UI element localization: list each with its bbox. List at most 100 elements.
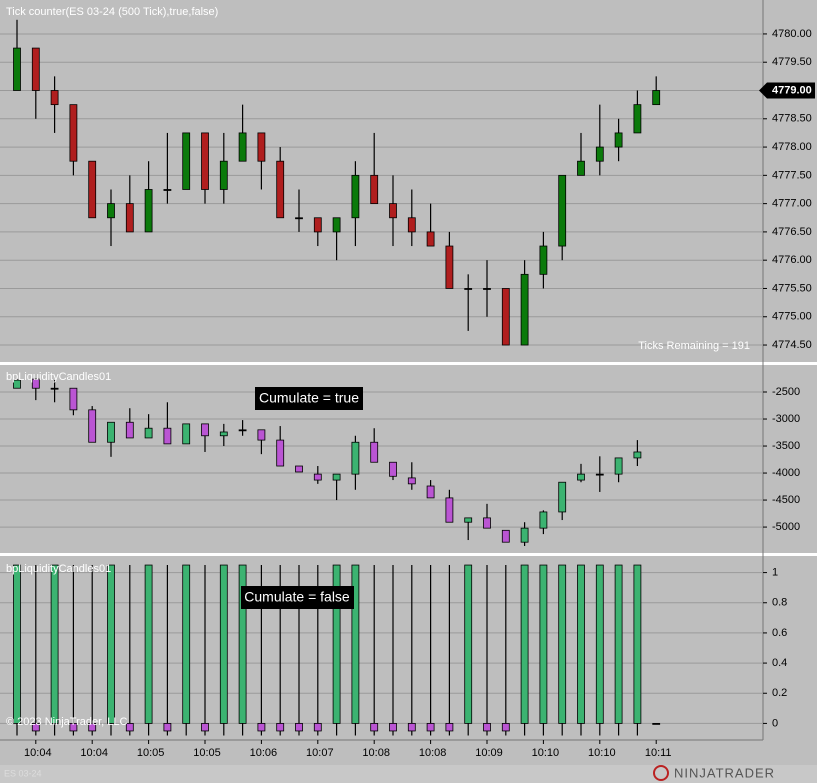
candle-body [13,564,21,724]
candle-body [370,174,379,205]
candle-body [69,723,78,732]
y-tick-label: 4775.50 [772,282,812,294]
candle-body [407,723,416,732]
x-tick-label: 10:10 [532,747,560,759]
candle-body [464,564,473,724]
candle-body [257,429,266,441]
candle-body [107,564,115,724]
ticks-remaining: Ticks Remaining = 191 [638,340,750,352]
candle-body [125,421,134,439]
candle-body [50,90,59,106]
candle-body [652,90,661,106]
y-tick-label: 4775.00 [772,311,812,323]
candle-body [50,564,59,724]
y-tick-label: 4780.00 [772,28,812,40]
candle-body [558,481,567,513]
y-tick-label: -5000 [772,521,800,533]
candle-body [107,421,115,443]
candle-body [125,203,134,233]
x-tick-label: 10:05 [137,747,165,759]
candle-body [633,564,642,724]
candle-body [257,132,266,162]
candle-body [483,288,491,290]
panel-title: Tick counter(ES 03-24 (500 Tick),true,fa… [6,6,218,18]
candle-body [652,723,661,725]
candle-body [257,723,266,732]
panel-divider [0,553,817,556]
candle-body [370,441,379,463]
y-tick-label: 4777.00 [772,198,812,210]
y-tick-label: 0.8 [772,597,787,609]
candle-body [332,217,341,233]
candle-body [426,723,435,732]
candle-body [238,429,247,432]
x-tick-label: 10:05 [193,747,221,759]
candle-body [351,441,360,475]
footer [0,765,817,783]
candle-body [276,160,285,219]
price-marker-label: 4779.00 [772,84,812,96]
candle-body [295,465,303,473]
candle-body [163,723,172,732]
panel-divider [0,362,817,365]
candle-body [332,473,341,481]
candle-body [483,723,491,732]
candle-body [219,564,228,724]
candle-body [219,160,228,190]
x-tick-label: 10:10 [588,747,616,759]
candle-body [520,564,529,724]
candle-body [313,723,322,732]
candle-body [389,723,397,732]
candle-body [31,723,40,732]
candle-body [69,387,78,411]
candle-body [31,378,40,389]
candle-body [107,203,115,219]
plot-layer: 4780.00 4779.50 4779.00 4778.50 4778.00 4777.… [0,19,815,759]
candle-body [295,723,303,732]
y-tick-label: 4777.50 [772,169,812,181]
candle-body [558,174,567,247]
candle-body [201,723,209,732]
candle-body [595,146,604,162]
candle-body [595,564,604,724]
candle-body [445,497,454,523]
annotation-box [255,387,363,410]
panel-title: bpLiquidityCandles01 [6,371,111,383]
x-tick-label: 10:09 [475,747,503,759]
panel-title: bpLiquidityCandles01 [6,563,111,575]
price-marker [759,82,815,99]
candle-body [520,273,529,346]
y-tick-label: 0.4 [772,657,787,669]
annotation: Cumulate = false [244,589,350,605]
candle-body [295,217,303,220]
candle-body [351,174,360,219]
annotation-box [241,586,354,609]
candle-body [238,132,247,162]
candle-body [370,723,379,732]
candle-body [577,473,585,481]
candle-body [276,723,285,732]
x-tick-label: 10:04 [80,747,108,759]
candle-body [219,431,228,437]
candle-body [539,245,548,275]
y-tick-label: -3000 [772,413,800,425]
candle-body [144,564,153,724]
watermark: ES 03-24 [4,768,42,778]
copyright: © 2023 NinjaTrader, LLC [6,716,127,728]
x-tick-label: 10:04 [24,747,52,759]
candle-body [558,564,567,724]
candle-body [31,47,40,91]
candle-body [88,723,97,732]
candle-body [614,457,623,475]
candle-body [88,160,97,219]
y-tick-label: -4500 [772,494,800,506]
y-tick-label: -2500 [772,386,800,398]
candle-body [69,104,78,162]
candle-body [389,203,397,219]
y-tick-label: 0 [772,717,778,729]
candle-body [577,564,585,724]
y-tick-label: 1 [772,566,778,578]
candle-body [501,723,510,732]
candle-body [520,527,529,543]
